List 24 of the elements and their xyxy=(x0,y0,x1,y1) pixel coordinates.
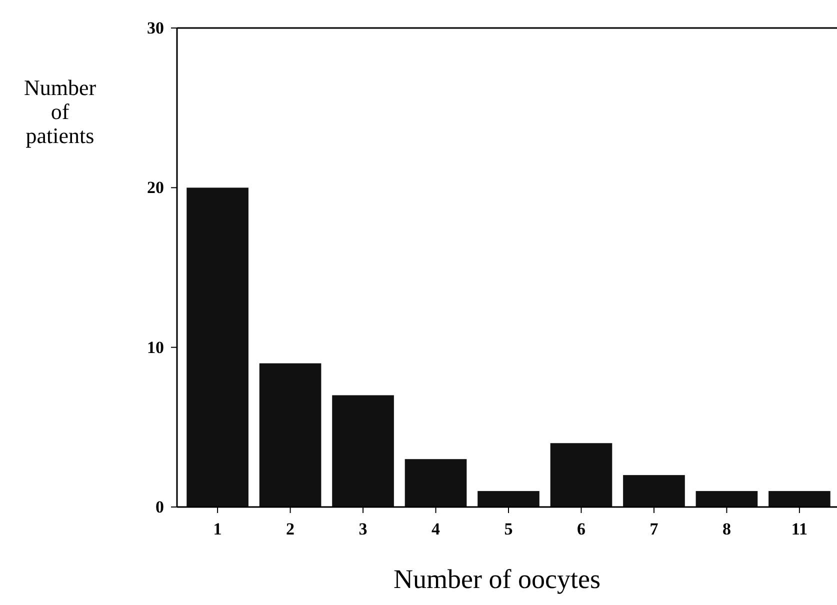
bar xyxy=(404,459,467,507)
y-tick-label: 0 xyxy=(156,497,164,516)
bar xyxy=(696,491,758,507)
x-tick-label: 8 xyxy=(722,520,731,539)
bar xyxy=(186,188,248,507)
bar xyxy=(768,491,830,507)
x-tick-label: 4 xyxy=(432,520,441,539)
x-tick-label: 2 xyxy=(286,520,295,539)
x-tick-label: 6 xyxy=(576,520,586,539)
bar xyxy=(550,443,612,507)
y-tick-label: 10 xyxy=(147,338,164,357)
bar xyxy=(478,491,540,507)
x-tick-label: 11 xyxy=(791,520,808,539)
x-tick-label: 7 xyxy=(650,520,659,539)
bar xyxy=(623,475,685,507)
bar xyxy=(332,395,394,507)
x-tick-label: 1 xyxy=(213,520,222,539)
bar xyxy=(259,363,322,507)
y-axis-title: Number of patients xyxy=(24,75,97,148)
y-tick-label: 20 xyxy=(147,178,164,198)
x-tick-label: 3 xyxy=(358,520,368,539)
y-tick-label: 30 xyxy=(147,18,164,38)
x-axis-title: Number of oocytes xyxy=(394,564,600,594)
x-tick-label: 5 xyxy=(504,520,513,539)
